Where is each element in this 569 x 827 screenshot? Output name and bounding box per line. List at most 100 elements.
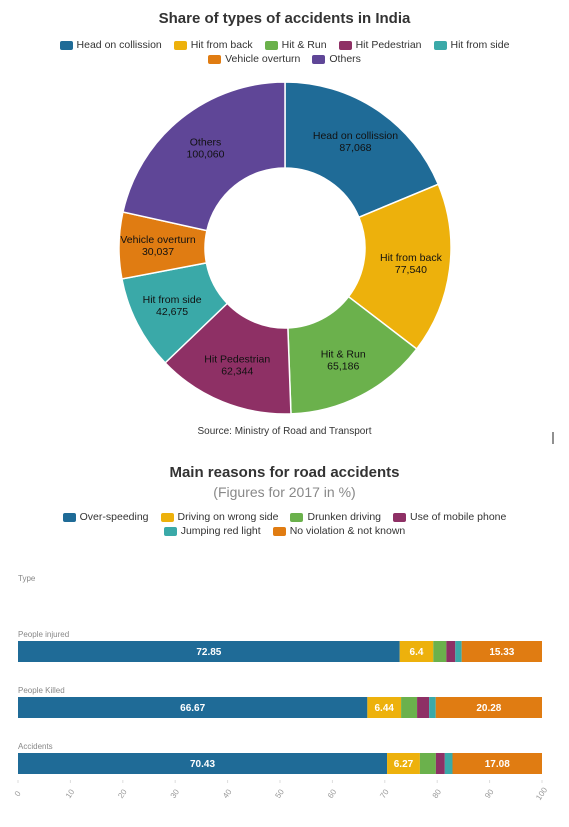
slice-label: Vehicle overturn [120, 234, 195, 246]
bar-segment [429, 697, 436, 718]
x-tick-label: 20 [116, 787, 129, 800]
x-tick-label: 80 [431, 787, 444, 800]
bar-segment [452, 753, 542, 774]
bar-value-label: 17.08 [485, 759, 510, 770]
source-note: Source: Ministry of Road and Transport [197, 426, 372, 437]
legend-item: Drunken driving [290, 511, 381, 523]
legend-swatch [208, 54, 222, 64]
axis-title: Type [18, 574, 36, 583]
donut-slice [347, 183, 452, 351]
legend-label: Over-speeding [79, 511, 149, 523]
bar-value-label: 6.4 [410, 647, 424, 658]
slice-label: Others [190, 137, 222, 149]
bar-segment [433, 641, 447, 662]
legend-swatch [59, 40, 73, 50]
legend-item: No violation & not known [272, 525, 405, 537]
bar-value-label: 6.44 [374, 703, 394, 714]
legend-swatch [173, 40, 187, 50]
legend-label: Others [329, 53, 361, 65]
x-tick-label: 40 [221, 787, 234, 800]
legend-label: Hit & Run [281, 39, 327, 51]
bar-segment [18, 697, 368, 718]
slice-label: Hit & Run [321, 349, 366, 361]
slice-value: 30,037 [142, 246, 174, 258]
category-label: People injured [18, 630, 69, 639]
slice-value: 87,068 [339, 142, 371, 154]
legend-item: Hit from back [173, 39, 253, 51]
cursor [552, 432, 554, 444]
legend-item: Hit from side [433, 39, 510, 51]
legend-item: Hit Pedestrian [338, 39, 422, 51]
legend-swatch [163, 526, 177, 536]
legend-item: Hit & Run [264, 39, 327, 51]
legend-item: Others [312, 53, 361, 65]
bar-segment [446, 641, 456, 662]
chart-subtitle: (Figures for 2017 in %) [213, 484, 356, 500]
legend-label: Hit Pedestrian [355, 39, 422, 51]
slice-label: Hit from back [380, 252, 443, 264]
bar-segment [419, 753, 436, 774]
x-tick-label: 10 [64, 787, 77, 800]
category-label: Accidents [18, 742, 53, 751]
donut-slice [122, 81, 286, 232]
slice-label: Head on collission [313, 130, 398, 142]
slice-value: 62,344 [221, 365, 253, 377]
bar-value-label: 15.33 [489, 647, 514, 658]
bar-segment [444, 753, 453, 774]
x-tick-label: 60 [326, 787, 339, 800]
bar-value-label: 20.28 [476, 703, 501, 714]
bar-value-label: 72.85 [196, 647, 221, 658]
x-tick-label: 0 [13, 789, 23, 798]
legend-swatch [393, 512, 407, 522]
chart-title: Share of types of accidents in India [158, 10, 411, 27]
bar-segment [401, 697, 418, 718]
legend-label: Jumping red light [180, 525, 261, 537]
slice-value: 77,540 [395, 264, 427, 276]
bar-segment [435, 697, 542, 718]
legend-swatch [160, 512, 174, 522]
legend-item: Over-speeding [62, 511, 149, 523]
slice-value: 100,060 [187, 149, 225, 161]
category-label: People Killed [18, 686, 65, 695]
legend-item: Head on collission [59, 39, 162, 51]
legend-label: Hit from back [190, 39, 253, 51]
slice-value: 42,675 [156, 306, 188, 318]
legend-swatch [312, 54, 326, 64]
slice-label: Hit from side [143, 294, 202, 306]
legend-label: Use of mobile phone [410, 511, 507, 523]
bar-segment [18, 641, 400, 662]
bar-segment [387, 753, 420, 774]
legend-swatch [272, 526, 286, 536]
bar-segment [18, 753, 388, 774]
x-tick-label: 30 [169, 787, 182, 800]
slice-label: Hit Pedestrian [204, 353, 270, 365]
bar-chart: Type People injured 72.85 6.4 15.33 People Ki… [13, 574, 550, 802]
legend-label: Drunken driving [307, 511, 382, 523]
legend-swatch [290, 512, 304, 522]
bar-segment [461, 641, 542, 662]
bar-segment [455, 641, 462, 662]
legend-item: Use of mobile phone [393, 511, 506, 523]
legend-swatch [433, 40, 447, 50]
x-tick-label: 70 [378, 787, 391, 800]
legend: Head on collission Hit from back Hit & Run… [10, 39, 559, 65]
x-tick-label: 90 [483, 787, 496, 800]
donut-slice [284, 81, 440, 219]
legend-item: Jumping red light [163, 525, 261, 537]
bar-segment [367, 697, 402, 718]
bar-value-label: 70.43 [190, 759, 215, 770]
slice-value: 65,186 [327, 361, 359, 373]
chart-title: Main reasons for road accidents [169, 464, 400, 481]
legend-item: Driving on wrong side [160, 511, 279, 523]
bar-segment [399, 641, 434, 662]
legend-swatch [338, 40, 352, 50]
x-tick-label: 50 [273, 787, 286, 800]
legend-swatch [62, 512, 76, 522]
bar-segment [417, 697, 430, 718]
legend-label: Hit from side [450, 39, 510, 51]
bar-segment [435, 753, 445, 774]
legend-swatch [264, 40, 278, 50]
legend-label: Driving on wrong side [177, 511, 279, 523]
